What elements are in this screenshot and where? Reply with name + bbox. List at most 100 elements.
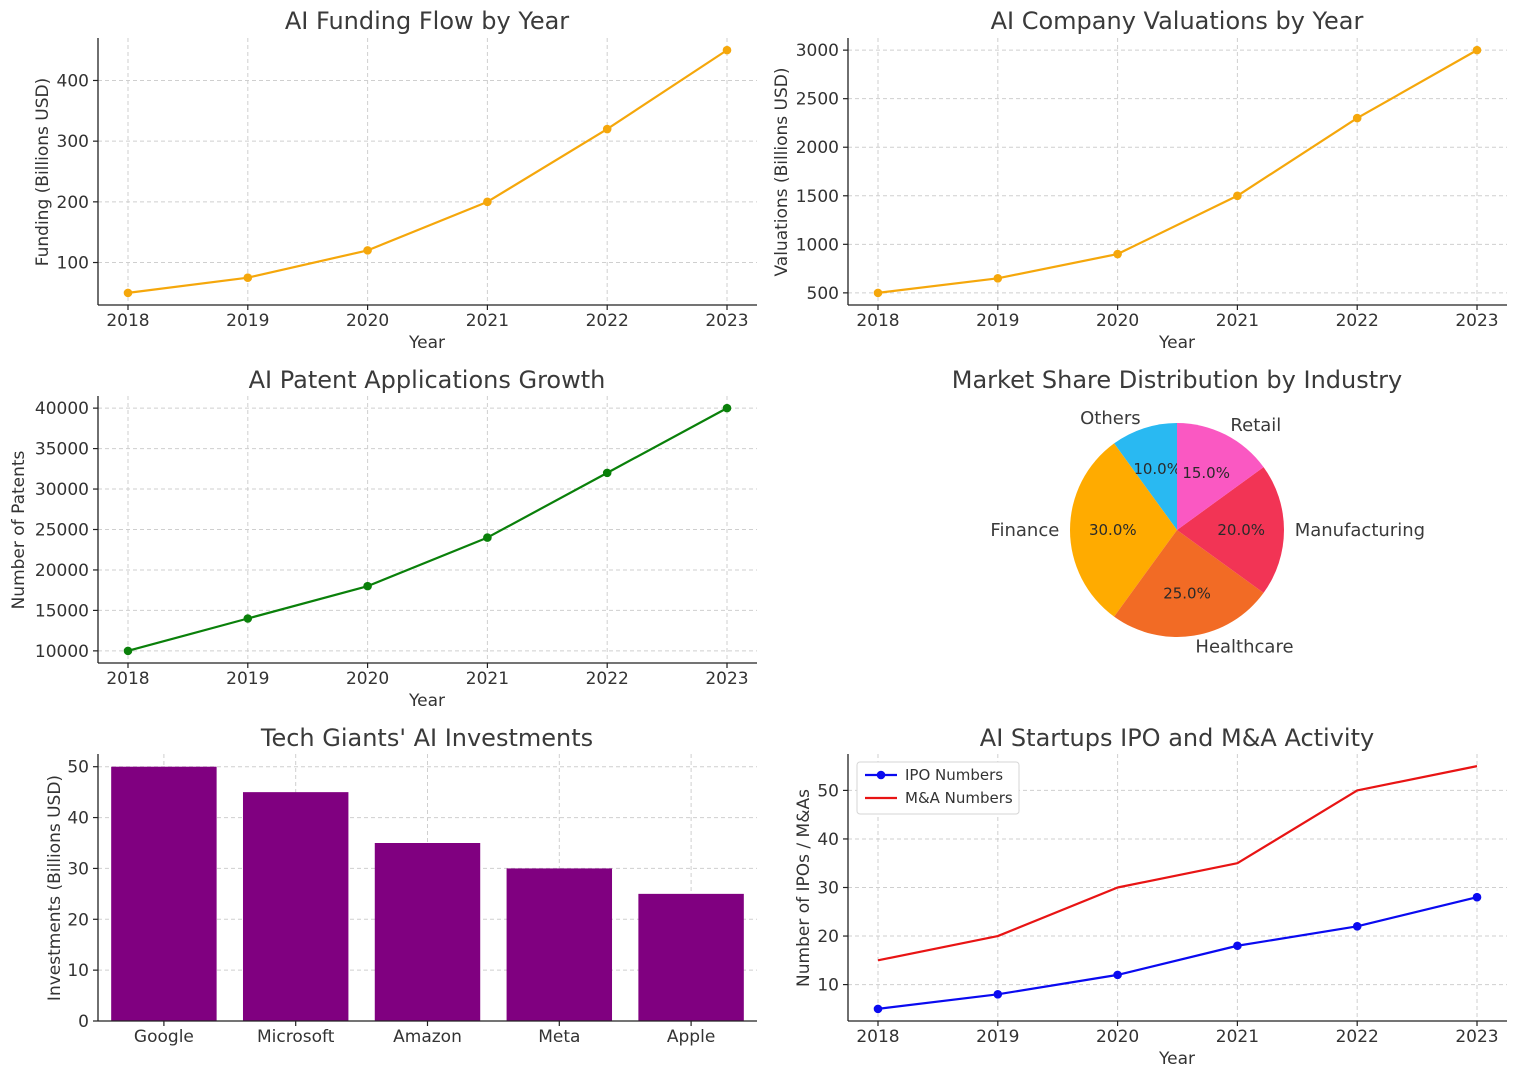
y-axis-label: Valuations (Billions USD) <box>772 67 792 276</box>
x-tick-label: 2019 <box>976 1027 1019 1047</box>
pie-slice-healthcare <box>1114 530 1264 637</box>
y-tick-label: 40 <box>817 830 839 850</box>
x-tick-label: 2018 <box>856 1027 899 1047</box>
pie-slice-finance <box>1070 443 1177 617</box>
x-tick-label: 2020 <box>346 669 389 689</box>
bar-amazon <box>374 843 481 1021</box>
pie-percent-label: 25.0% <box>1163 584 1211 602</box>
legend-label: IPO Numbers <box>905 766 1003 784</box>
pie-percent-label: 30.0% <box>1089 521 1137 539</box>
pie-percent-label: 10.0% <box>1133 460 1181 478</box>
x-tick-label: 2021 <box>1216 311 1259 331</box>
y-tick-label: 25000 <box>35 521 89 541</box>
y-tick-label: 0 <box>78 1012 89 1032</box>
y-tick-label: 50 <box>817 781 839 801</box>
x-tick-label: 2018 <box>856 311 899 331</box>
data-point <box>363 246 372 255</box>
x-tick-label: 2022 <box>586 311 629 331</box>
pie-category-label: Healthcare <box>1195 636 1293 657</box>
y-tick-label: 30000 <box>35 480 89 500</box>
x-tick-label: Google <box>134 1027 194 1047</box>
y-axis-label: Number of IPOs / M&As <box>794 789 814 987</box>
data-point <box>1113 249 1122 259</box>
series-line-0 <box>877 49 1478 294</box>
data-point <box>1472 45 1482 55</box>
data-point <box>1113 970 1122 980</box>
y-tick-label: 3000 <box>796 41 839 61</box>
ipo-chart: AI Startups IPO and M&A Activity 10 20 30 40… <box>794 724 1507 1069</box>
x-axis-label: Year <box>1158 1049 1195 1069</box>
y-tick-label: 35000 <box>35 440 89 460</box>
pie-category-label: Manufacturing <box>1295 520 1425 541</box>
pie-percent-label: 20.0% <box>1217 521 1265 539</box>
data-point <box>483 197 492 207</box>
x-tick-label: Microsoft <box>257 1027 335 1047</box>
x-tick-label: 2021 <box>1216 1027 1259 1047</box>
bar-apple <box>638 893 744 1021</box>
data-point <box>602 124 612 134</box>
data-point <box>722 403 732 413</box>
bar-microsoft <box>242 792 349 1021</box>
pie-slice-manufacturing <box>1177 467 1284 593</box>
data-point <box>123 288 133 298</box>
series-line-0 <box>877 896 1478 1010</box>
bar-google <box>111 766 217 1021</box>
y-tick-label: 2500 <box>796 90 839 110</box>
legend-box <box>856 761 1020 815</box>
data-point <box>1233 941 1242 951</box>
y-tick-label: 10 <box>67 961 89 981</box>
data-point <box>123 646 133 656</box>
x-tick-label: 2021 <box>466 311 509 331</box>
pie-slice-others <box>1114 423 1177 530</box>
legend-label: M&A Numbers <box>905 789 1013 807</box>
y-tick-label: 200 <box>57 193 89 213</box>
x-tick-label: 2023 <box>705 669 748 689</box>
bar-meta <box>506 868 613 1021</box>
data-point <box>243 273 253 282</box>
x-tick-label: 2019 <box>226 669 269 689</box>
y-tick-label: 10 <box>817 976 839 996</box>
legend: IPO Numbers M&A Numbers <box>856 761 1020 815</box>
y-tick-label: 400 <box>57 71 89 91</box>
patents-chart: AI Patent Applications Growth 10000 15000 2… <box>9 366 757 711</box>
data-point <box>873 288 883 298</box>
y-axis-label: Number of Patents <box>9 450 29 609</box>
data-point <box>363 581 372 591</box>
x-tick-label: 2019 <box>226 311 269 331</box>
data-point <box>722 45 732 55</box>
legend-marker <box>876 770 886 780</box>
y-tick-label: 15000 <box>35 601 89 621</box>
data-point <box>873 1004 883 1014</box>
pie-percent-label: 15.0% <box>1182 464 1230 482</box>
pie-category-label: Finance <box>990 520 1059 541</box>
y-tick-label: 1500 <box>796 187 839 207</box>
y-tick-label: 100 <box>57 254 89 274</box>
chart-title: Tech Giants' AI Investments <box>260 724 593 752</box>
market-chart: Market Share Distribution by Industry 10.… <box>952 366 1425 657</box>
chart-title: AI Startups IPO and M&A Activity <box>980 724 1374 752</box>
x-axis-label: Year <box>408 333 445 353</box>
chart-title: AI Company Valuations by Year <box>991 7 1364 35</box>
y-tick-label: 30 <box>67 859 89 879</box>
x-tick-label: 2020 <box>1096 1027 1139 1047</box>
y-tick-label: 40000 <box>35 399 89 419</box>
chart-title: AI Funding Flow by Year <box>285 7 569 35</box>
y-tick-label: 2000 <box>796 138 839 158</box>
x-tick-label: 2021 <box>466 669 509 689</box>
x-tick-label: 2018 <box>106 669 149 689</box>
y-tick-label: 30 <box>817 879 839 899</box>
y-tick-label: 40 <box>67 809 89 829</box>
data-point <box>1233 191 1242 201</box>
chart-title: Market Share Distribution by Industry <box>952 366 1402 394</box>
pie-category-label: Others <box>1080 408 1141 429</box>
x-tick-label: 2018 <box>106 311 149 331</box>
y-tick-label: 50 <box>67 758 89 778</box>
x-tick-label: 2023 <box>705 311 748 331</box>
series-line-0 <box>127 49 728 294</box>
x-tick-label: Apple <box>667 1027 715 1047</box>
data-point <box>602 468 612 478</box>
y-tick-label: 300 <box>57 132 89 152</box>
data-point <box>993 274 1003 283</box>
series-line-0 <box>127 407 728 652</box>
